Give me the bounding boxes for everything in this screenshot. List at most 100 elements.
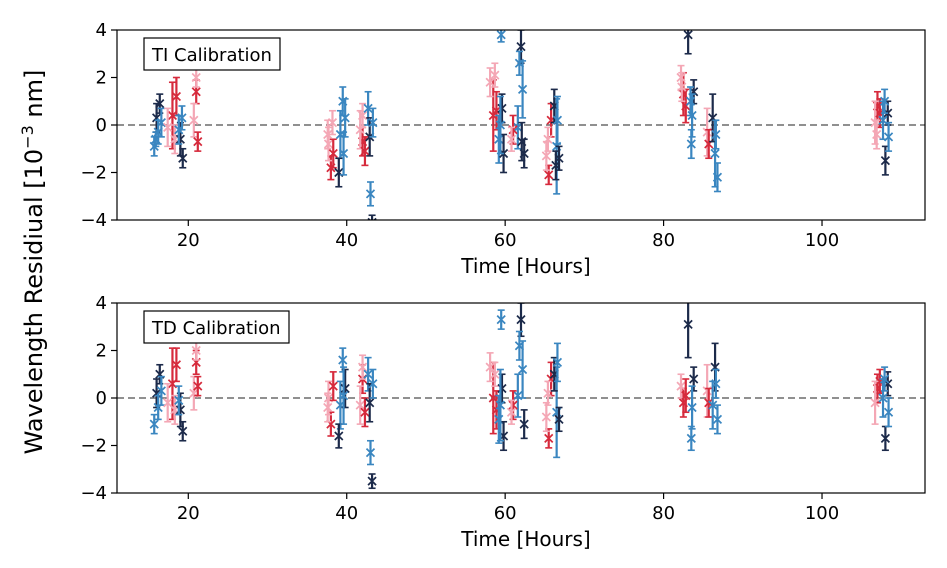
annotation-box: TD Calibration — [143, 310, 290, 344]
x-marker — [171, 91, 182, 102]
data-point — [189, 102, 199, 138]
data-point — [551, 150, 561, 181]
data-point — [171, 76, 182, 117]
x-marker — [710, 148, 720, 159]
data-point — [490, 62, 500, 88]
data-point — [338, 366, 349, 425]
data-point — [360, 397, 370, 428]
data-point — [178, 420, 188, 442]
x-marker — [880, 156, 890, 166]
data-point — [174, 385, 184, 416]
x-marker — [191, 72, 201, 83]
y-tick-label: −2 — [80, 163, 107, 184]
data-point — [513, 105, 523, 150]
td-calibration-panel: 20 40 60 80 100 −4 −2 0 2 4 Time [Hours] TD Calibra… — [80, 293, 926, 551]
x-marker — [485, 77, 495, 87]
data-point — [879, 88, 890, 114]
data-point — [170, 394, 180, 425]
data-point — [357, 354, 368, 380]
data-point — [163, 382, 173, 423]
y-tick-label: 0 — [96, 388, 107, 409]
x-marker — [708, 400, 718, 410]
annotation-label: TI Calibration — [151, 45, 272, 66]
data-point — [156, 375, 166, 406]
data-marks — [149, 30, 894, 220]
data-point — [676, 373, 686, 399]
x-tick-label: 20 — [177, 503, 200, 524]
data-point — [541, 401, 551, 433]
data-point — [323, 392, 333, 423]
x-marker — [178, 153, 188, 163]
data-point — [872, 119, 882, 150]
x-marker — [513, 122, 523, 132]
x-marker — [338, 355, 348, 365]
data-point — [171, 347, 182, 383]
x-marker — [872, 129, 882, 140]
x-marker — [551, 160, 561, 170]
x-marker — [878, 393, 888, 403]
data-point — [360, 136, 370, 167]
data-point — [514, 50, 525, 76]
annotation-frame — [143, 310, 290, 344]
data-point — [543, 126, 553, 152]
x-axis-label: Time [Hours] — [460, 254, 591, 278]
data-point — [355, 385, 365, 425]
y-tick-label: 4 — [96, 20, 107, 41]
data-point — [338, 131, 349, 176]
x-marker — [328, 381, 338, 391]
x-marker — [365, 398, 375, 408]
data-point — [490, 361, 500, 387]
data-point — [178, 147, 188, 169]
x-tick-label: 80 — [652, 503, 675, 524]
y-axis-label: Wavelength Residiual [10−3 nm] — [18, 70, 48, 455]
data-point — [163, 107, 173, 148]
x-marker — [711, 129, 721, 140]
x-marker — [167, 110, 178, 121]
data-point — [543, 380, 553, 406]
data-point — [508, 390, 518, 421]
x-marker — [360, 407, 370, 417]
data-point — [151, 131, 161, 148]
data-point — [365, 382, 375, 423]
data-point — [513, 373, 523, 418]
x-marker — [712, 414, 723, 424]
x-marker — [338, 391, 349, 401]
x-marker — [685, 96, 696, 106]
data-point — [365, 181, 376, 207]
annotation-box: TI Calibration — [143, 37, 281, 71]
data-point — [340, 98, 350, 138]
data-point — [189, 375, 199, 411]
data-point — [683, 30, 693, 55]
x-marker — [495, 400, 506, 410]
x-marker — [149, 419, 159, 429]
x-marker — [491, 106, 502, 116]
data-point — [681, 378, 691, 414]
x-marker — [178, 426, 188, 436]
x-marker — [365, 448, 376, 458]
data-point — [193, 131, 203, 152]
data-point — [689, 366, 699, 392]
data-point — [711, 119, 721, 150]
x-marker — [368, 118, 378, 128]
x-marker — [360, 146, 370, 156]
x-tick-label: 100 — [805, 230, 839, 251]
x-marker — [323, 402, 333, 413]
x-marker — [677, 82, 687, 92]
x-marker — [517, 84, 528, 94]
data-point — [357, 102, 368, 129]
x-marker — [363, 369, 373, 379]
data-point — [883, 397, 894, 428]
x-marker — [870, 398, 880, 408]
y-tick-label: 2 — [96, 68, 107, 89]
x-marker — [514, 58, 525, 68]
x-marker — [367, 476, 377, 486]
x-tick-label: 40 — [335, 230, 358, 251]
x-marker — [879, 96, 890, 106]
x-marker — [163, 122, 173, 132]
x-marker — [328, 148, 338, 159]
x-marker — [357, 110, 368, 121]
x-marker — [151, 134, 161, 144]
x-tick-label: 20 — [177, 230, 200, 251]
data-point — [711, 368, 721, 399]
y-tick-label: 0 — [96, 115, 107, 136]
